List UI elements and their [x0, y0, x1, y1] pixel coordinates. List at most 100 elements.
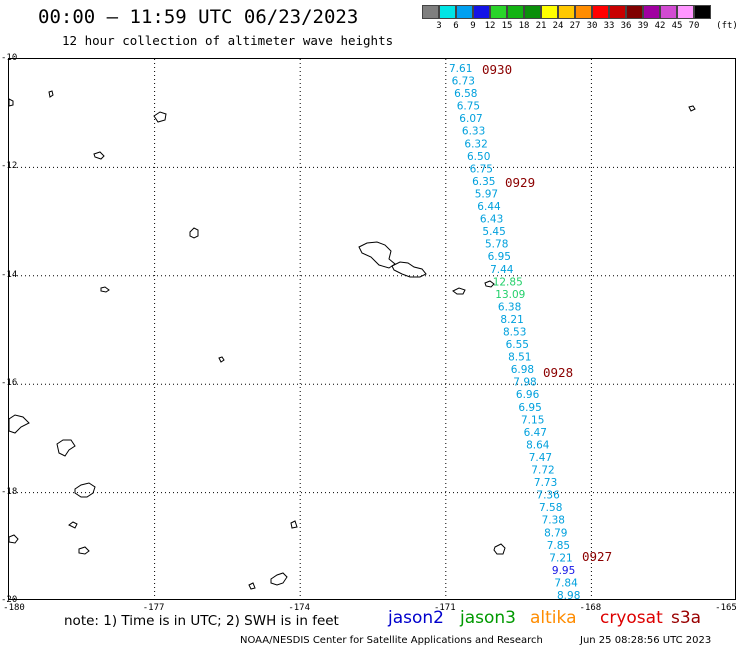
island-outline [93, 151, 105, 160]
swh-value: 8.21 [500, 314, 523, 326]
swh-value: 7.44 [490, 264, 514, 276]
track-time-labels: 0930 0929 0928 0927 [482, 62, 612, 564]
altimeter-track: 7.616.736.586.756.076.336.326.506.756.35… [449, 63, 580, 600]
swh-value: 6.95 [518, 402, 541, 414]
swh-value: 6.96 [516, 389, 540, 401]
satellite-name: jason3 [460, 608, 516, 628]
swh-value: 6.38 [498, 301, 521, 313]
legend-swatch [575, 5, 592, 19]
track-time-label: 0930 [482, 62, 512, 77]
swh-value: 6.35 [472, 176, 495, 188]
legend-label: 24 [552, 21, 564, 31]
legend-swatch [524, 5, 541, 19]
island-outline [358, 241, 396, 269]
island-outline [189, 227, 199, 239]
island-outline [68, 521, 78, 529]
lat-label: -20 [1, 595, 18, 605]
swh-value: 8.98 [557, 590, 580, 600]
satellite-name: altika [530, 608, 577, 628]
island-outline [248, 582, 256, 590]
legend-swatch [456, 5, 473, 19]
swh-value: 6.75 [470, 163, 493, 175]
island-outline [218, 356, 225, 363]
lat-label: -18 [1, 486, 18, 497]
legend-label: 15 [501, 21, 513, 31]
legend-swatch [694, 5, 711, 19]
legend-swatch [626, 5, 643, 19]
swh-value: 7.85 [547, 540, 570, 552]
island-outline [484, 280, 495, 288]
swh-value: 7.61 [449, 63, 472, 75]
legend-labels: 3 6 9 12 15 18 21 24 27 30 33 36 39 42 45 70 (ft) [422, 21, 738, 33]
lon-label: -171 [433, 603, 456, 613]
swh-value: 7.73 [534, 477, 557, 489]
swh-value: 8.51 [508, 352, 531, 364]
legend-swatch [507, 5, 524, 19]
lon-label: -177 [142, 603, 165, 613]
legend-swatch [609, 5, 626, 19]
legend-label: 36 [620, 21, 632, 31]
legend-label: 33 [603, 21, 615, 31]
track-time-label: 0928 [543, 365, 573, 380]
swh-value: 6.44 [477, 201, 501, 213]
island-outline [493, 543, 506, 555]
satellite-name: cryosat [600, 608, 663, 628]
swh-value: 7.38 [542, 515, 565, 527]
lon-label: -168 [579, 603, 602, 613]
track-time-label: 0929 [505, 175, 535, 190]
island-outline [153, 111, 167, 123]
legend-label: 27 [569, 21, 581, 31]
legend-swatch [677, 5, 694, 19]
legend-label: 39 [637, 21, 649, 31]
island-outline [48, 90, 54, 98]
swh-value: 13.09 [495, 289, 525, 301]
swh-value: 6.07 [459, 113, 482, 125]
island-outline [9, 98, 14, 107]
satellite-name: jason2 [388, 608, 444, 628]
island-outline [290, 520, 298, 529]
lat-label: -10 [1, 53, 18, 63]
swh-value: 6.50 [467, 151, 490, 163]
footer-note: note: 1) Time is in UTC; 2) SWH is in fe… [64, 613, 339, 629]
legend-label: 9 [470, 21, 476, 31]
swh-value: 6.58 [454, 88, 477, 100]
island-outline [452, 287, 466, 295]
swh-value: 8.79 [544, 527, 567, 539]
lon-label: -165 [715, 603, 737, 613]
coastlines [9, 90, 696, 590]
swh-value: 7.36 [536, 490, 560, 502]
island-outline [9, 414, 30, 434]
track-time-label: 0927 [582, 549, 612, 564]
lon-label: -180 [3, 603, 25, 613]
swh-value: 7.98 [513, 377, 536, 389]
island-outline [9, 534, 19, 544]
color-legend: 3 6 9 12 15 18 21 24 27 30 33 36 39 42 45 70 (ft) [422, 5, 738, 33]
legend-swatch [592, 5, 609, 19]
satellite-name: s3a [671, 608, 702, 628]
swh-value: 5.78 [485, 239, 508, 251]
swh-value: 6.75 [457, 101, 480, 113]
page-subtitle: 12 hour collection of altimeter wave hei… [62, 33, 394, 48]
swh-value: 9.95 [552, 565, 575, 577]
swh-value: 7.15 [521, 414, 544, 426]
legend-unit: (ft) [716, 21, 738, 31]
legend-label: 3 [436, 21, 442, 31]
map-panel: 7.61 6.73 6.58 6.75 6.07 6.33 6.32 6.50 6.75 6.35… [8, 58, 736, 600]
lat-label: -12 [1, 161, 18, 172]
legend-label: 30 [586, 21, 598, 31]
timestamp: Jun 25 08:28:56 UTC 2023 [580, 635, 712, 646]
island-outline [391, 261, 427, 278]
lat-label: -16 [1, 378, 18, 389]
graticule [9, 59, 735, 599]
legend-label: 45 [671, 21, 683, 31]
legend-swatch [660, 5, 677, 19]
swh-value: 6.55 [506, 339, 529, 351]
legend-swatch [541, 5, 558, 19]
island-outline [100, 286, 110, 293]
legend-swatch [490, 5, 507, 19]
island-outline [78, 546, 90, 555]
swh-value: 6.33 [462, 126, 485, 138]
map-canvas: 7.616.736.586.756.076.336.326.506.756.35… [9, 59, 735, 600]
swh-value: 6.95 [488, 251, 511, 263]
legend-label: 42 [654, 21, 666, 31]
